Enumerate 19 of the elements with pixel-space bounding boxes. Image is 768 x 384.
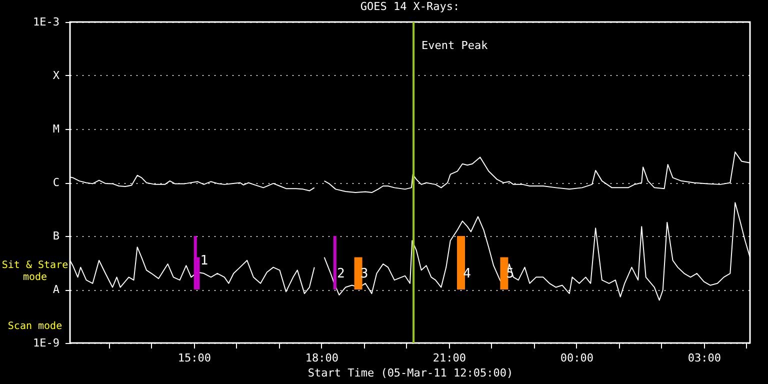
x-tick-label: 21:00: [432, 352, 466, 364]
text: Scan mode: [8, 321, 62, 332]
y-tick-label: M: [52, 122, 60, 136]
annotation: 1: [200, 253, 208, 268]
ref-line-label: Event Peak: [422, 39, 488, 52]
text: Sit & Stare mode: [2, 260, 68, 283]
y-tick-label: 1E-3: [33, 16, 60, 28]
x-axis-title: Start Time (05-Mar-11 12:05:00): [308, 366, 514, 380]
chart-title: GOES 14 X-Rays:: [360, 0, 460, 13]
x-tick-label: 03:00: [688, 352, 722, 364]
y-tick-label: 1E-9: [33, 336, 60, 350]
x-tick-label: 15:00: [178, 352, 212, 364]
y-tick-label: X: [52, 69, 60, 82]
y-tick-label: B: [52, 230, 60, 242]
x-tick-label: 18:00: [305, 352, 339, 364]
y-tick-label: A: [52, 283, 60, 296]
annotation: 2: [337, 266, 345, 282]
y-tick-label: C: [52, 176, 60, 189]
x-tick-label: 00:00: [560, 352, 594, 364]
